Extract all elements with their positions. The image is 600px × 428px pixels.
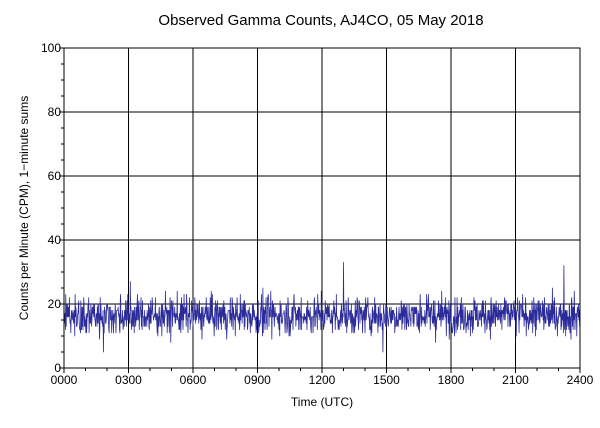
y-axis: 0 20 40 60 80 100 (41, 41, 64, 375)
y-tick-label: 40 (48, 233, 62, 247)
x-tick-label: 1200 (309, 373, 336, 387)
x-tick-label: 0900 (244, 373, 271, 387)
x-tick-label: 0000 (51, 373, 78, 387)
series-layer (63, 262, 581, 353)
y-tick-label: 60 (48, 169, 62, 183)
x-tick-label: 1800 (438, 373, 465, 387)
x-axis: 0000 0300 0600 0900 1200 1500 1800 2100 2400 (51, 368, 594, 387)
chart-title: Observed Gamma Counts, AJ4CO, 05 May 201… (158, 12, 483, 29)
x-axis-label: Time (UTC) (291, 395, 353, 409)
x-tick-label: 1500 (373, 373, 400, 387)
x-tick-label: 0600 (180, 373, 207, 387)
x-tick-label: 2400 (567, 373, 594, 387)
y-tick-label: 20 (48, 297, 62, 311)
y-axis-label: Counts per Minute (CPM), 1−minute sums (17, 96, 31, 320)
y-tick-label: 100 (41, 41, 61, 55)
series-line (63, 262, 581, 353)
y-tick-label: 80 (48, 105, 62, 119)
grid (64, 48, 580, 368)
x-tick-label: 0300 (115, 373, 142, 387)
y-tick-label: 0 (54, 361, 61, 375)
x-tick-label: 2100 (502, 373, 529, 387)
